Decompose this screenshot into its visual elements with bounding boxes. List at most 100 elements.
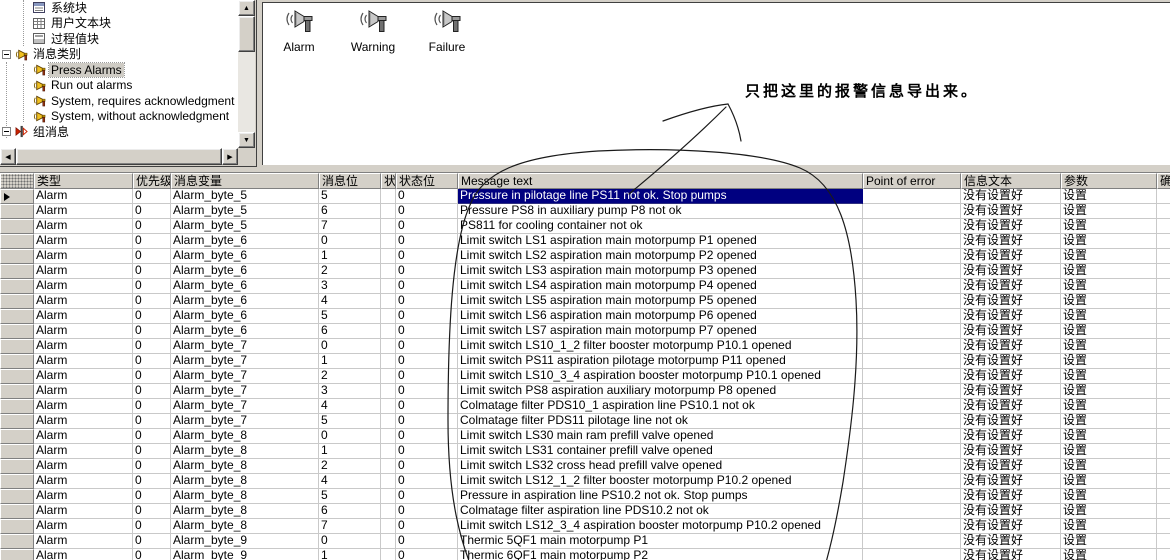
cell-msg_text[interactable]: Limit switch PS8 aspiration auxiliary mo… (458, 384, 863, 399)
cell-point_of_error[interactable] (863, 294, 961, 309)
row-header[interactable] (0, 249, 34, 264)
cell-info_text[interactable]: 没有设置好 (961, 459, 1061, 474)
cell-info_text[interactable]: 没有设置好 (961, 249, 1061, 264)
cell-point_of_error[interactable] (863, 264, 961, 279)
cell-point_of_error[interactable] (863, 219, 961, 234)
cell-info_text[interactable]: 没有设置好 (961, 339, 1061, 354)
cell-status_bit[interactable]: 0 (396, 249, 458, 264)
cell-msg_var[interactable]: Alarm_byte_7 (171, 414, 319, 429)
cell-status_bit[interactable]: 0 (396, 264, 458, 279)
cell-params[interactable]: 设置 (1061, 204, 1157, 219)
cell-status_var[interactable] (381, 444, 396, 459)
cell-info_text[interactable]: 没有设置好 (961, 549, 1061, 560)
row-header[interactable] (0, 519, 34, 534)
row-header[interactable] (0, 294, 34, 309)
cell-priority[interactable]: 0 (133, 339, 171, 354)
cell-status_bit[interactable]: 0 (396, 219, 458, 234)
cell-params[interactable]: 设置 (1061, 249, 1157, 264)
cell-msg_bit[interactable]: 2 (319, 369, 381, 384)
cell-msg_bit[interactable]: 7 (319, 219, 381, 234)
cell-info_text[interactable]: 没有设置好 (961, 354, 1061, 369)
tree-vertical-scrollbar-thumb[interactable] (238, 16, 255, 52)
cell-msg_var[interactable]: Alarm_byte_9 (171, 549, 319, 560)
cell-type[interactable]: Alarm (34, 219, 133, 234)
cell-msg_var[interactable]: Alarm_byte_6 (171, 309, 319, 324)
cell-status_bit[interactable]: 0 (396, 279, 458, 294)
cell-status_var[interactable] (381, 459, 396, 474)
cell-msg_var[interactable]: Alarm_byte_7 (171, 339, 319, 354)
cell-priority[interactable]: 0 (133, 399, 171, 414)
cell-priority[interactable]: 0 (133, 324, 171, 339)
cell-info_text[interactable]: 没有设置好 (961, 384, 1061, 399)
cell-msg_var[interactable]: Alarm_byte_6 (171, 249, 319, 264)
cell-priority[interactable]: 0 (133, 459, 171, 474)
cell-params[interactable]: 设置 (1061, 444, 1157, 459)
row-header[interactable] (0, 414, 34, 429)
tree-item-press-alarms[interactable]: Press Alarms (0, 61, 238, 78)
cell-status_bit[interactable]: 0 (396, 459, 458, 474)
tree-item-system-requires-acknowledgment[interactable]: System, requires acknowledgment (0, 93, 238, 109)
cell-point_of_error[interactable] (863, 444, 961, 459)
cell-info_text[interactable]: 没有设置好 (961, 279, 1061, 294)
cell-msg_text[interactable]: Limit switch LS12_3_4 aspiration booster… (458, 519, 863, 534)
cell-priority[interactable]: 0 (133, 489, 171, 504)
cell-info_text[interactable]: 没有设置好 (961, 324, 1061, 339)
cell-info_text[interactable]: 没有设置好 (961, 519, 1061, 534)
cell-msg_bit[interactable]: 1 (319, 354, 381, 369)
cell-point_of_error[interactable] (863, 519, 961, 534)
cell-msg_var[interactable]: Alarm_byte_5 (171, 189, 319, 204)
cell-type[interactable]: Alarm (34, 354, 133, 369)
cell-msg_text[interactable]: Colmatage filter aspiration line PDS10.2… (458, 504, 863, 519)
tree-scroll-up-button[interactable]: ▲ (238, 0, 255, 16)
cell-msg_text[interactable]: Limit switch LS30 main ram prefill valve… (458, 429, 863, 444)
cell-point_of_error[interactable] (863, 489, 961, 504)
cell-msg_var[interactable]: Alarm_byte_5 (171, 204, 319, 219)
cell-params[interactable]: 设置 (1061, 399, 1157, 414)
cell-point_of_error[interactable] (863, 399, 961, 414)
cell-info_text[interactable]: 没有设置好 (961, 294, 1061, 309)
cell-msg_text[interactable]: Limit switch LS2 aspiration main motorpu… (458, 249, 863, 264)
cell-status_bit[interactable]: 0 (396, 429, 458, 444)
cell-params[interactable]: 设置 (1061, 549, 1157, 560)
cell-msg_bit[interactable]: 5 (319, 414, 381, 429)
cell-msg_bit[interactable]: 1 (319, 249, 381, 264)
cell-msg_bit[interactable]: 0 (319, 339, 381, 354)
cell-msg_var[interactable]: Alarm_byte_7 (171, 354, 319, 369)
message-type-failure[interactable]: Failure (419, 8, 475, 54)
cell-type[interactable]: Alarm (34, 294, 133, 309)
tree-item-组消息[interactable]: 组消息 (0, 124, 238, 140)
cell-msg_bit[interactable]: 1 (319, 549, 381, 560)
cell-status_var[interactable] (381, 399, 396, 414)
cell-params[interactable]: 设置 (1061, 309, 1157, 324)
cell-type[interactable]: Alarm (34, 264, 133, 279)
cell-msg_text[interactable]: Pressure PS8 in auxiliary pump P8 not ok (458, 204, 863, 219)
cell-priority[interactable]: 0 (133, 279, 171, 294)
cell-msg_var[interactable]: Alarm_byte_6 (171, 324, 319, 339)
cell-point_of_error[interactable] (863, 414, 961, 429)
cell-status_var[interactable] (381, 309, 396, 324)
cell-params[interactable]: 设置 (1061, 504, 1157, 519)
cell-type[interactable]: Alarm (34, 369, 133, 384)
cell-msg_var[interactable]: Alarm_byte_8 (171, 429, 319, 444)
cell-info_text[interactable]: 没有设置好 (961, 189, 1061, 204)
cell-status_var[interactable] (381, 339, 396, 354)
cell-priority[interactable]: 0 (133, 549, 171, 560)
cell-type[interactable]: Alarm (34, 414, 133, 429)
cell-status_bit[interactable]: 0 (396, 324, 458, 339)
cell-point_of_error[interactable] (863, 429, 961, 444)
cell-type[interactable]: Alarm (34, 444, 133, 459)
cell-msg_var[interactable]: Alarm_byte_6 (171, 264, 319, 279)
cell-msg_text[interactable]: Limit switch LS5 aspiration main motorpu… (458, 294, 863, 309)
cell-msg_bit[interactable]: 2 (319, 264, 381, 279)
cell-point_of_error[interactable] (863, 309, 961, 324)
cell-msg_text[interactable]: Colmatage filter PDS10_1 aspiration line… (458, 399, 863, 414)
cell-priority[interactable]: 0 (133, 444, 171, 459)
cell-msg_text[interactable]: Limit switch LS12_1_2 filter booster mot… (458, 474, 863, 489)
cell-msg_var[interactable]: Alarm_byte_8 (171, 444, 319, 459)
cell-msg_text[interactable]: Limit switch LS3 aspiration main motorpu… (458, 264, 863, 279)
cell-msg_bit[interactable]: 0 (319, 234, 381, 249)
row-header[interactable] (0, 279, 34, 294)
row-header[interactable] (0, 189, 34, 204)
row-header[interactable] (0, 504, 34, 519)
cell-type[interactable]: Alarm (34, 399, 133, 414)
